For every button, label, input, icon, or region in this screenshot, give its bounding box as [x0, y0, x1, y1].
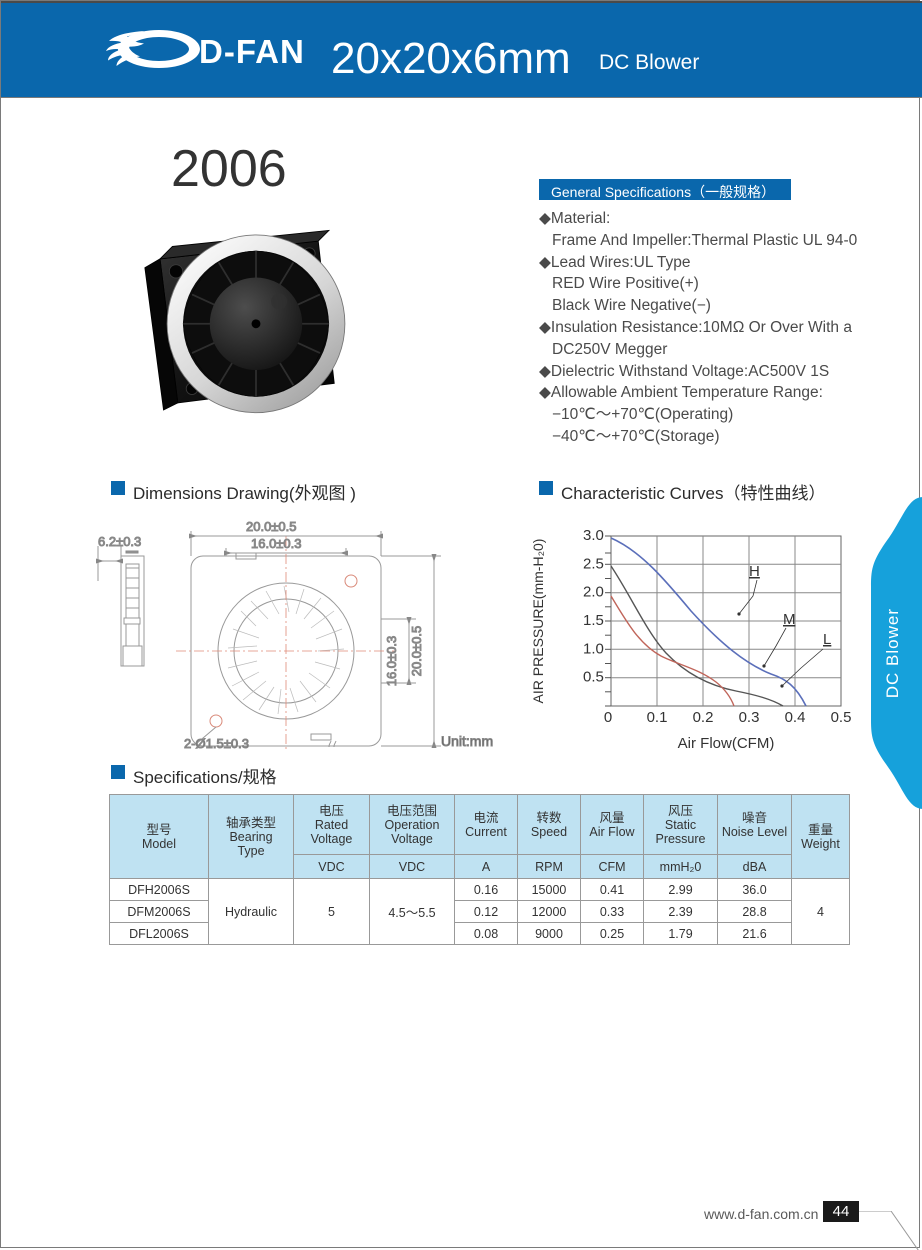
svg-text:AIR PRESSURE(mm-H₂0): AIR PRESSURE(mm-H₂0) — [530, 539, 546, 704]
svg-text:16.0±0.3: 16.0±0.3 — [251, 536, 302, 551]
svg-text:2.0: 2.0 — [583, 584, 604, 601]
svg-text:0.3: 0.3 — [739, 709, 760, 726]
svg-text:2-Ø1.5±0.3: 2-Ø1.5±0.3 — [184, 736, 249, 751]
svg-text:6.2±0.3: 6.2±0.3 — [98, 534, 141, 549]
svg-text:M: M — [783, 611, 796, 628]
svg-text:20.0±0.5: 20.0±0.5 — [246, 519, 297, 534]
svg-text:0.5: 0.5 — [583, 669, 604, 686]
svg-text:1.5: 1.5 — [583, 612, 604, 629]
svg-text:0.4: 0.4 — [785, 709, 806, 726]
svg-text:3.0: 3.0 — [583, 527, 604, 544]
svg-text:0.2: 0.2 — [693, 709, 714, 726]
svg-text:16.0±0.3: 16.0±0.3 — [384, 636, 399, 687]
svg-text:0.5: 0.5 — [831, 709, 852, 726]
svg-text:H: H — [749, 563, 760, 580]
svg-text:Unit:mm: Unit:mm — [441, 733, 493, 749]
svg-text:0.1: 0.1 — [647, 709, 668, 726]
svg-text:Air Flow(CFM): Air Flow(CFM) — [678, 735, 775, 752]
svg-text:2.5: 2.5 — [583, 555, 604, 572]
svg-text:0: 0 — [604, 709, 612, 726]
svg-text:1.0: 1.0 — [583, 640, 604, 657]
svg-text:20.0±0.5: 20.0±0.5 — [409, 626, 424, 677]
svg-text:L: L — [823, 631, 831, 648]
